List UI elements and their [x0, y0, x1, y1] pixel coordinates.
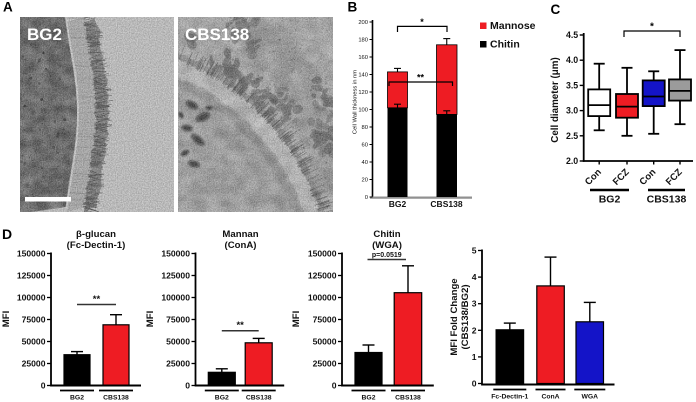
- svg-text:100000: 100000: [17, 293, 46, 303]
- svg-text:Mannose: Mannose: [490, 20, 536, 32]
- svg-text:**: **: [236, 320, 244, 331]
- svg-text:0: 0: [41, 381, 46, 391]
- svg-text:80: 80: [362, 125, 368, 131]
- svg-text:CBS138: CBS138: [430, 199, 462, 209]
- svg-text:25000: 25000: [166, 359, 190, 369]
- svg-text:**: **: [417, 73, 425, 83]
- svg-text:β-glucan: β-glucan: [76, 229, 116, 240]
- svg-text:MFI: MFI: [145, 310, 156, 327]
- svg-text:200: 200: [358, 20, 368, 26]
- svg-text:BG2: BG2: [215, 395, 229, 402]
- svg-text:CBS138: CBS138: [246, 395, 272, 402]
- svg-text:B: B: [348, 0, 358, 15]
- svg-text:160: 160: [358, 55, 368, 61]
- svg-text:Fc-Dectin-1: Fc-Dectin-1: [491, 394, 528, 401]
- svg-text:0: 0: [332, 381, 337, 391]
- svg-text:20: 20: [362, 178, 368, 184]
- svg-text:FCZ: FCZ: [611, 167, 632, 188]
- svg-text:125000: 125000: [17, 271, 46, 281]
- svg-text:A: A: [3, 0, 13, 15]
- svg-text:BG2: BG2: [389, 199, 407, 209]
- svg-text:0: 0: [185, 381, 190, 391]
- svg-text:5: 5: [472, 246, 477, 256]
- svg-text:120: 120: [358, 90, 368, 96]
- svg-text:*: *: [650, 22, 654, 33]
- svg-text:*: *: [420, 17, 424, 27]
- svg-text:CBS138: CBS138: [103, 395, 129, 402]
- svg-text:100000: 100000: [308, 293, 337, 303]
- svg-text:MFI: MFI: [1, 310, 12, 327]
- svg-text:Chitin: Chitin: [373, 229, 400, 240]
- svg-text:25000: 25000: [22, 359, 46, 369]
- svg-text:CBS138: CBS138: [647, 194, 687, 206]
- svg-text:4.0: 4.0: [566, 55, 578, 65]
- svg-text:p=0.0519: p=0.0519: [372, 252, 402, 259]
- svg-text:25000: 25000: [313, 359, 337, 369]
- svg-text:Cell diameter (μm): Cell diameter (μm): [550, 57, 561, 142]
- svg-text:4.5: 4.5: [566, 30, 578, 40]
- svg-text:2: 2: [472, 325, 477, 335]
- svg-text:Cell Wall thickness in nm: Cell Wall thickness in nm: [353, 70, 359, 134]
- svg-text:180: 180: [358, 38, 368, 44]
- svg-text:60: 60: [362, 143, 368, 149]
- svg-text:50000: 50000: [166, 337, 190, 347]
- svg-text:0: 0: [472, 379, 477, 389]
- svg-text:Con: Con: [638, 167, 659, 188]
- svg-text:75000: 75000: [166, 315, 190, 325]
- svg-text:(ConA): (ConA): [225, 240, 257, 251]
- svg-text:150000: 150000: [17, 249, 46, 259]
- svg-text:125000: 125000: [308, 271, 337, 281]
- svg-text:Chitin: Chitin: [490, 39, 520, 51]
- svg-text:3.0: 3.0: [566, 106, 578, 116]
- svg-text:C: C: [551, 2, 561, 17]
- svg-text:50000: 50000: [22, 337, 46, 347]
- svg-text:BG2: BG2: [599, 194, 621, 206]
- svg-text:50000: 50000: [313, 337, 337, 347]
- svg-text:100: 100: [358, 108, 368, 114]
- svg-text:(Fc-Dectin-1): (Fc-Dectin-1): [67, 240, 126, 251]
- svg-text:D: D: [2, 226, 12, 242]
- svg-text:BG2: BG2: [362, 395, 376, 402]
- svg-text:140: 140: [358, 73, 368, 79]
- svg-text:2.0: 2.0: [566, 156, 578, 166]
- svg-text:(WGA): (WGA): [372, 240, 402, 251]
- svg-text:0: 0: [365, 195, 368, 201]
- svg-text:3: 3: [472, 299, 477, 309]
- svg-text:125000: 125000: [161, 271, 190, 281]
- svg-text:ConA: ConA: [541, 394, 559, 401]
- svg-text:BG2: BG2: [70, 395, 84, 402]
- svg-text:WGA: WGA: [581, 394, 598, 401]
- svg-text:(CBS138/BG2): (CBS138/BG2): [460, 284, 471, 349]
- svg-text:CBS138: CBS138: [395, 395, 421, 402]
- svg-text:1: 1: [472, 352, 477, 362]
- svg-text:**: **: [93, 294, 101, 305]
- svg-text:MFI: MFI: [291, 310, 302, 327]
- svg-text:40: 40: [362, 160, 368, 166]
- svg-text:75000: 75000: [22, 315, 46, 325]
- svg-text:4: 4: [472, 272, 477, 282]
- svg-text:150000: 150000: [161, 249, 190, 259]
- svg-text:Mannan: Mannan: [222, 229, 258, 240]
- svg-text:75000: 75000: [313, 315, 337, 325]
- svg-text:100000: 100000: [161, 293, 190, 303]
- svg-text:Con: Con: [583, 167, 604, 188]
- svg-text:2.5: 2.5: [566, 131, 578, 141]
- svg-text:CBS138: CBS138: [185, 25, 249, 44]
- svg-text:3.5: 3.5: [566, 80, 578, 90]
- svg-text:FCZ: FCZ: [664, 167, 685, 188]
- svg-text:150000: 150000: [308, 249, 337, 259]
- svg-text:BG2: BG2: [27, 25, 62, 44]
- svg-text:MFI Fold Change: MFI Fold Change: [449, 278, 460, 355]
